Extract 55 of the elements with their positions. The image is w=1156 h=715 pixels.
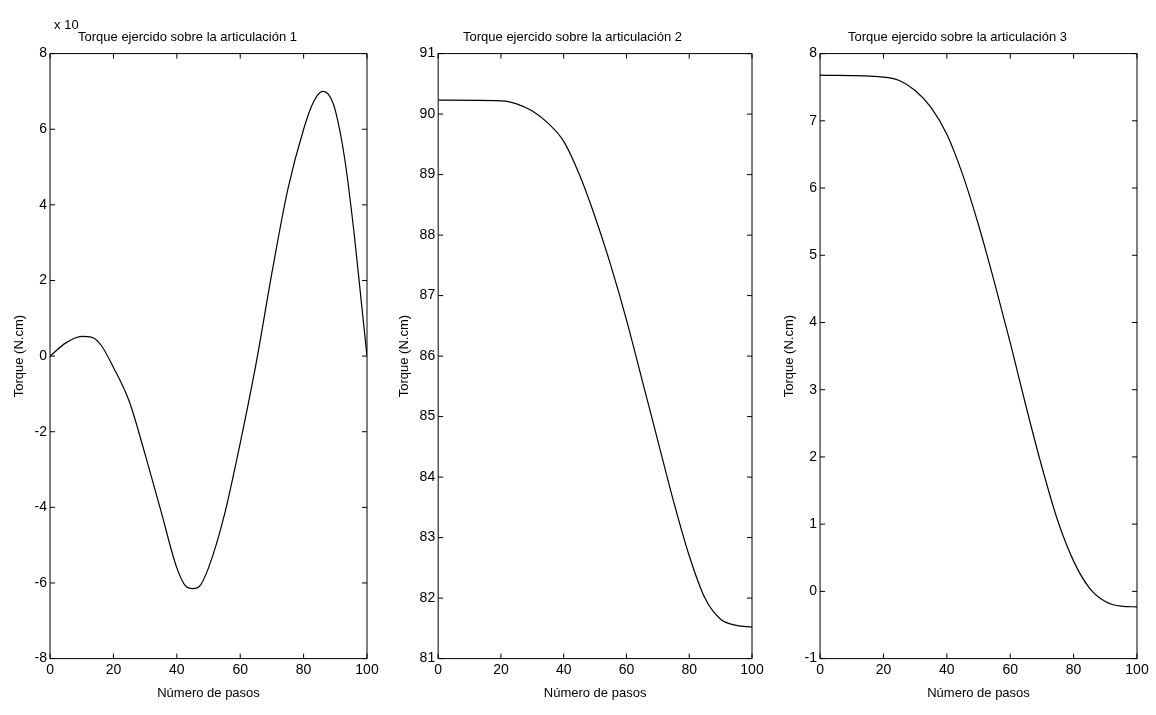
- y-tick-label: 91: [419, 44, 436, 61]
- y-tick-label: 88: [419, 225, 436, 242]
- y-tick-label: 8: [39, 44, 48, 61]
- y-tick-label: 87: [419, 286, 436, 303]
- y-tick-label: 89: [419, 165, 436, 182]
- y-tick-label: -8: [34, 649, 48, 666]
- y-tick-label: 6: [39, 120, 48, 137]
- x-axis-title: Número de pasos: [157, 684, 261, 700]
- y-tick-label: 2: [39, 271, 48, 288]
- text: x 10: [54, 16, 79, 32]
- x-tick-label: 20: [493, 660, 509, 677]
- y-tick-label: 4: [39, 195, 48, 212]
- y-tick-label: 8: [809, 44, 818, 61]
- y-tick-label: 6: [809, 178, 818, 195]
- y-tick-label: -4: [34, 498, 48, 515]
- x-tick-label: 40: [939, 660, 955, 677]
- x-axis-title: Número de pasos: [927, 684, 1031, 700]
- y-tick-label: 81: [419, 649, 436, 666]
- chart-title: Torque ejercido sobre la articulación 1: [78, 29, 297, 45]
- x-tick-label: 100: [1125, 660, 1149, 677]
- x-tick-label: 80: [681, 660, 698, 677]
- y-tick-label: 3: [809, 380, 818, 397]
- y-axis-title: Torque (N.cm): [11, 314, 27, 398]
- y-tick-label: 1: [809, 515, 818, 532]
- y-tick-label: 0: [809, 582, 818, 599]
- y-tick-label: 4: [809, 313, 818, 330]
- y-tick-label: 84: [419, 467, 436, 484]
- y-tick-label: 2: [809, 447, 818, 464]
- y-tick-label: -2: [34, 422, 48, 439]
- x-tick-label: 60: [232, 660, 249, 677]
- y-tick-label: 85: [419, 407, 436, 424]
- y-tick-label: 83: [419, 528, 436, 545]
- y-tick-label: -1: [804, 649, 818, 666]
- x-tick-label: 60: [1002, 660, 1019, 677]
- y-tick-label: 90: [419, 104, 436, 121]
- x-tick-label: 100: [740, 660, 764, 677]
- chart-title: Torque ejercido sobre la articulación 2: [463, 29, 682, 45]
- x-tick-label: 20: [875, 660, 892, 677]
- x-tick-label: 100: [355, 660, 379, 677]
- x-axis-title: Número de pasos: [543, 684, 647, 700]
- x-tick-label: 40: [169, 660, 185, 677]
- y-tick-label: 82: [419, 588, 436, 605]
- y-tick-label: -6: [34, 573, 48, 590]
- y-tick-label: 0: [39, 346, 48, 363]
- y-axis-title: Torque (N.cm): [396, 314, 412, 398]
- x-tick-label: 80: [1065, 660, 1082, 677]
- x-tick-label: 60: [618, 660, 635, 677]
- y-axis-title: Torque (N.cm): [781, 314, 797, 398]
- y-tick-label: 86: [419, 346, 436, 363]
- x-tick-label: 80: [295, 660, 312, 677]
- x-tick-label: 40: [555, 660, 572, 677]
- y-tick-label: 5: [809, 246, 818, 263]
- y-tick-label: 7: [809, 111, 818, 128]
- x-tick-label: 20: [105, 660, 122, 677]
- chart-title: Torque ejercido sobre la articulación 3: [848, 29, 1067, 45]
